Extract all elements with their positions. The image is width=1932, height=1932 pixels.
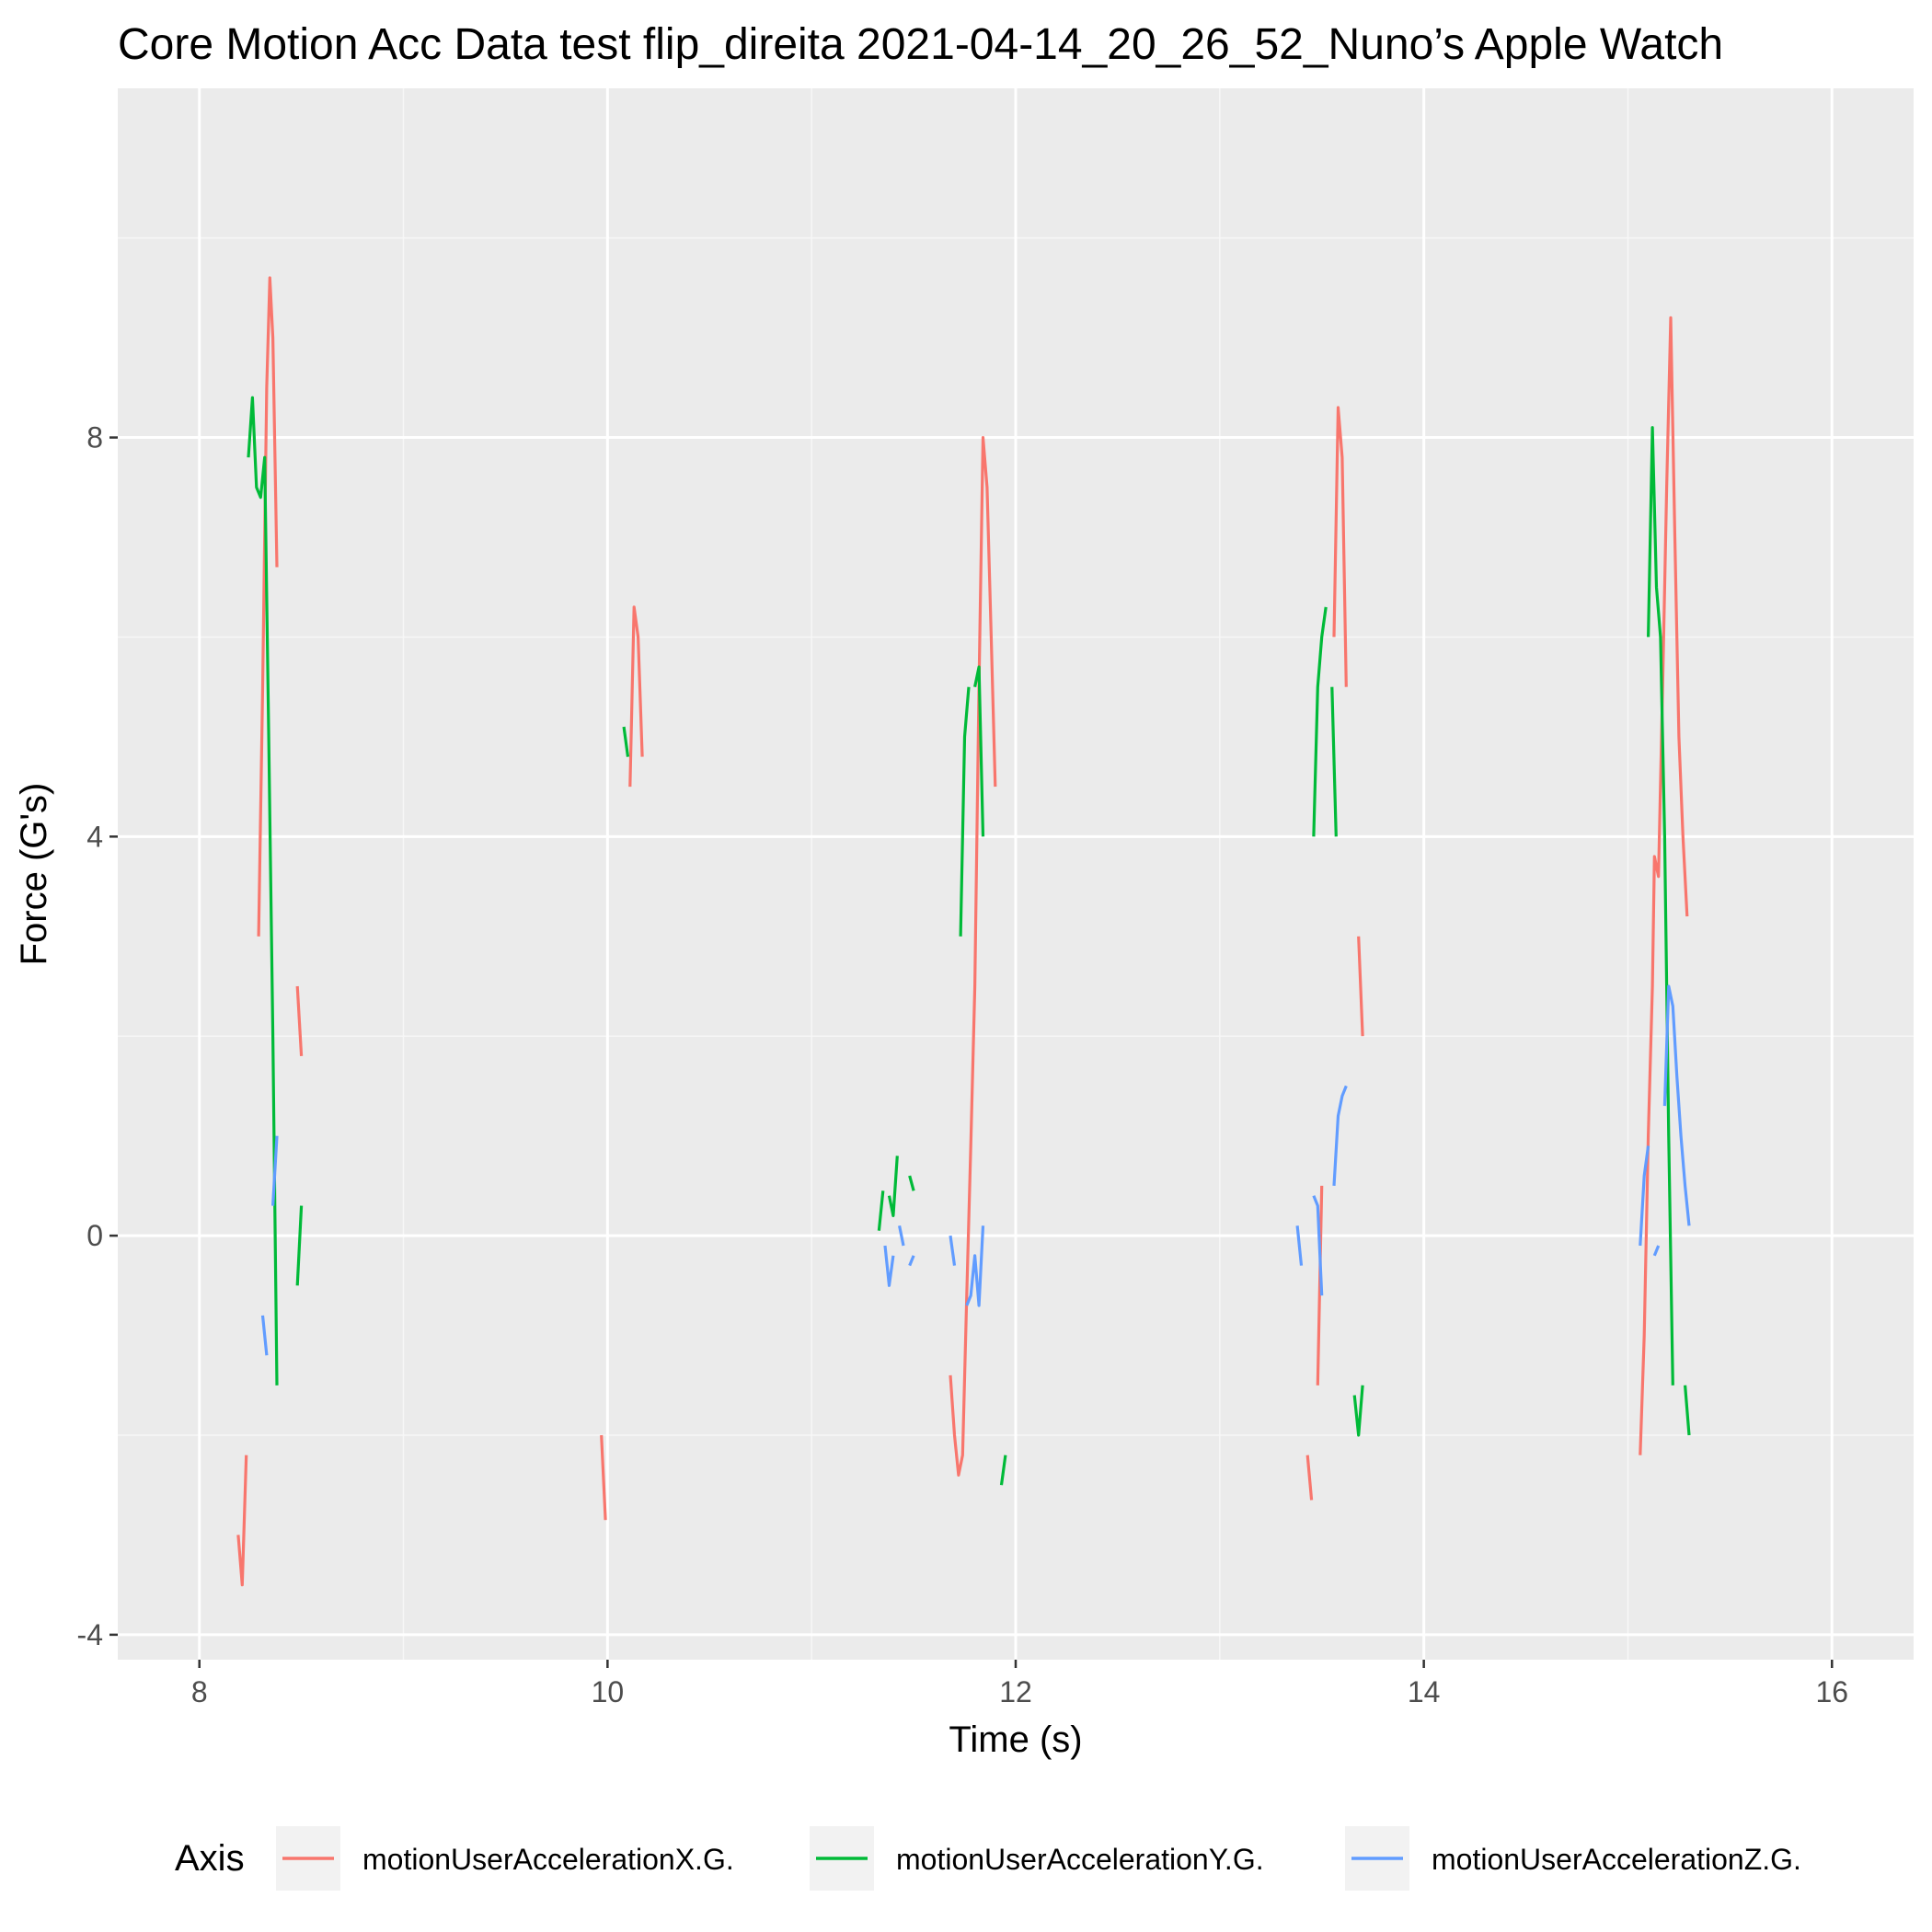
series-line-2-segment-73 bbox=[887, 1156, 899, 1217]
series-line-2-segment-80 bbox=[959, 686, 971, 937]
series-line-2-segment-45 bbox=[622, 726, 630, 757]
series-line-3-segment-83 bbox=[949, 1235, 957, 1266]
series-line-1-segment-8 bbox=[257, 276, 279, 937]
y-tick-label: -4 bbox=[77, 1618, 103, 1651]
y-tick-label: 8 bbox=[86, 421, 103, 454]
series-line-1-segment-102 bbox=[1357, 936, 1364, 1037]
y-axis: -4 0 4 8 bbox=[77, 421, 118, 1651]
series-line-1-segment-100 bbox=[1332, 406, 1348, 687]
series-line-2-segment-12 bbox=[295, 1205, 304, 1286]
series-line-1-segment-98 bbox=[1316, 1185, 1324, 1386]
series-line-3-segment-141 bbox=[1639, 1145, 1650, 1247]
x-tick-label: 8 bbox=[191, 1675, 208, 1708]
y-axis-title: Force (G's) bbox=[14, 783, 54, 966]
chart-title: Core Motion Acc Data test flip_direita 2… bbox=[118, 20, 1723, 69]
series-line-2-segment-109 bbox=[1312, 606, 1328, 837]
legend-title: Axis bbox=[175, 1838, 245, 1879]
series-line-1-segment-42 bbox=[628, 605, 644, 788]
legend-label-1: motionUserAccelerationX.G. bbox=[362, 1843, 734, 1876]
legend: Axis motionUserAccelerationX.G. motionUse… bbox=[175, 1826, 1801, 1891]
x-tick-label: 16 bbox=[1815, 1675, 1848, 1708]
series-layer bbox=[236, 276, 1691, 1587]
series-line-3-segment-108 bbox=[1295, 1225, 1304, 1266]
legend-label-3: motionUserAccelerationZ.G. bbox=[1432, 1843, 1801, 1876]
series-line-2-segment-113 bbox=[1352, 1385, 1364, 1437]
series-line-3-segment-79 bbox=[908, 1255, 915, 1267]
x-tick-label: 14 bbox=[1408, 1675, 1441, 1708]
series-line-3-segment-143 bbox=[1662, 984, 1691, 1226]
series-line-3-segment-11 bbox=[271, 1135, 279, 1206]
series-line-2-segment-110 bbox=[1330, 686, 1338, 837]
x-tick-label: 10 bbox=[592, 1675, 625, 1708]
series-line-2-segment-72 bbox=[877, 1190, 885, 1231]
series-line-2-segment-84 bbox=[999, 1455, 1007, 1486]
series-line-1-segment-97 bbox=[1305, 1455, 1314, 1501]
series-line-2-segment-75 bbox=[908, 1175, 915, 1191]
series-line-1-segment-38 bbox=[600, 1434, 607, 1521]
series-line-3-segment-78 bbox=[898, 1225, 905, 1247]
x-tick-label: 12 bbox=[999, 1675, 1032, 1708]
series-line-2-segment-142 bbox=[1647, 426, 1674, 1386]
series-line-2-segment-144 bbox=[1684, 1385, 1691, 1436]
series-line-2-segment-81 bbox=[973, 665, 985, 837]
series-line-1-segment-6 bbox=[236, 1455, 248, 1587]
series-line-3-segment-110 bbox=[1312, 1195, 1324, 1296]
series-line-3-segment-77 bbox=[883, 1245, 895, 1287]
series-line-2-segment-9 bbox=[247, 396, 279, 1386]
x-axis: 8 10 12 14 16 bbox=[191, 1660, 1848, 1708]
legend-label-2: motionUserAccelerationY.G. bbox=[896, 1843, 1264, 1876]
series-line-3-segment-142 bbox=[1652, 1245, 1661, 1257]
series-line-3-segment-10 bbox=[260, 1315, 269, 1356]
series-line-1-segment-11 bbox=[295, 985, 304, 1056]
x-axis-title: Time (s) bbox=[949, 1719, 1082, 1760]
series-line-3-segment-85 bbox=[965, 1225, 985, 1307]
grid-major bbox=[118, 88, 1914, 1660]
y-tick-label: 4 bbox=[86, 820, 103, 853]
y-tick-label: 0 bbox=[86, 1219, 103, 1252]
series-line-3-segment-112 bbox=[1332, 1085, 1348, 1186]
series-line-1-segment-70 bbox=[949, 436, 997, 1477]
